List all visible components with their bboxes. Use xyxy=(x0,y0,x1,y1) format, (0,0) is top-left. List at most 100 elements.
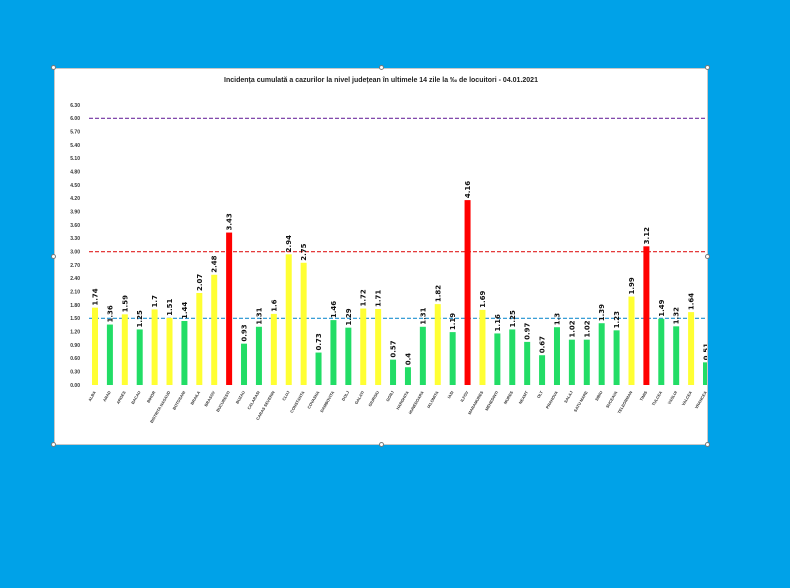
category-label-13: CLUJ xyxy=(281,390,291,402)
y-tick-label-0: 0.00 xyxy=(70,383,80,389)
value-label-35: 1.23 xyxy=(613,311,621,328)
category-label-19: GIURGIU xyxy=(367,390,380,407)
category-label-40: VALCEA xyxy=(681,390,693,407)
category-label-17: DOLJ xyxy=(341,390,351,402)
resize-handle-middle-right[interactable] xyxy=(705,254,710,259)
bar-10 xyxy=(241,343,248,385)
category-label-0: ALBA xyxy=(87,390,97,402)
category-label-26: MARAMURES xyxy=(467,390,485,416)
bar-15 xyxy=(315,352,322,385)
value-label-39: 1.32 xyxy=(673,307,681,324)
category-label-1: ARAD xyxy=(102,390,112,403)
value-label-3: 1.25 xyxy=(136,310,144,327)
value-label-15: 0.73 xyxy=(315,333,323,350)
value-label-33: 1.02 xyxy=(583,320,591,337)
bar-20 xyxy=(390,359,397,385)
category-label-41: VRANCEA xyxy=(694,390,707,410)
value-label-9: 3.43 xyxy=(226,213,234,230)
resize-handle-middle-left[interactable] xyxy=(51,254,56,259)
category-label-3: BACAU xyxy=(130,390,142,405)
chart-frame[interactable]: Incidența cumulată a cazurilor la nivel … xyxy=(54,68,708,445)
value-label-16: 1.46 xyxy=(330,301,338,318)
bar-11 xyxy=(255,326,262,385)
bar-35 xyxy=(613,330,620,385)
bar-38 xyxy=(658,318,665,385)
value-label-24: 1.19 xyxy=(449,313,457,330)
resize-handle-bottom-left[interactable] xyxy=(51,442,56,447)
y-tick-label-13: 3.90 xyxy=(70,209,80,215)
bar-31 xyxy=(553,327,560,385)
value-label-38: 1.49 xyxy=(658,299,666,316)
value-label-26: 1.69 xyxy=(479,290,487,307)
category-label-9: BUCURESTI xyxy=(215,390,231,413)
category-label-27: MEHEDINTI xyxy=(484,390,499,412)
category-label-2: ARGES xyxy=(115,390,127,405)
category-label-21: HARGHITA xyxy=(395,390,410,411)
category-label-24: IASI xyxy=(446,390,454,399)
bar-chart: 0.00 0.30 0.60 0.90 1.20 1.50 1.80 2.10 2.40 2.70… xyxy=(70,103,708,424)
bar-36 xyxy=(628,296,635,385)
bar-39 xyxy=(673,326,680,385)
y-tick-label-16: 4.80 xyxy=(70,169,80,175)
bar-7 xyxy=(196,293,203,385)
category-label-15: COVASNA xyxy=(306,390,320,410)
resize-handle-top-left[interactable] xyxy=(51,65,56,70)
y-tick-label-17: 5.10 xyxy=(70,156,80,162)
category-label-20: GORJ xyxy=(385,390,395,402)
y-tick-label-3: 0.90 xyxy=(70,343,80,349)
y-tick-label-6: 1.80 xyxy=(70,303,80,309)
y-tick-label-21: 6.30 xyxy=(70,103,80,109)
bar-24 xyxy=(449,332,456,385)
category-label-6: BOTOSANI xyxy=(171,390,186,411)
value-label-1: 1.36 xyxy=(106,305,114,322)
category-label-36: TELEORMAN xyxy=(616,390,633,415)
bar-3 xyxy=(136,329,143,385)
value-labels: 1.74 1.36 1.59 1.25 1.7 1.51 1.44 2.07 2.48 3.43 0… xyxy=(92,181,708,366)
chart-title: Incidența cumulată a cazurilor la nivel … xyxy=(224,77,538,84)
y-tick-label-11: 3.30 xyxy=(70,236,80,242)
value-label-7: 2.07 xyxy=(196,274,204,291)
value-label-8: 2.48 xyxy=(211,255,219,272)
value-label-6: 1.44 xyxy=(181,302,189,319)
value-label-37: 3.12 xyxy=(643,227,651,244)
resize-handle-bottom-right[interactable] xyxy=(705,442,710,447)
value-label-29: 0.97 xyxy=(524,322,532,339)
y-tick-label-1: 0.30 xyxy=(70,369,80,375)
category-label-33: SATU MARE xyxy=(573,390,589,413)
category-label-4: BIHOR xyxy=(146,390,157,404)
bar-19 xyxy=(375,309,382,385)
resize-handle-top-right[interactable] xyxy=(705,65,710,70)
bar-30 xyxy=(539,355,546,385)
value-label-5: 1.51 xyxy=(166,298,174,315)
value-label-12: 1.6 xyxy=(270,299,278,312)
bar-21 xyxy=(404,367,411,385)
y-tick-label-10: 3.00 xyxy=(70,249,80,255)
bar-6 xyxy=(181,321,188,385)
category-label-7: BRAILA xyxy=(189,390,201,406)
category-label-14: CONSTANTA xyxy=(289,390,306,414)
value-label-23: 1.82 xyxy=(434,285,442,302)
category-label-22: HUNEDOARA xyxy=(407,390,424,415)
bar-4 xyxy=(151,309,158,385)
value-label-11: 1.31 xyxy=(255,307,263,324)
category-label-25: ILFOV xyxy=(459,390,469,403)
value-label-20: 0.57 xyxy=(390,340,398,357)
category-label-10: BUZAU xyxy=(235,390,246,405)
value-label-40: 1.64 xyxy=(688,293,696,310)
reference-lines xyxy=(89,117,707,319)
y-tick-label-19: 5.70 xyxy=(70,129,80,135)
bar-28 xyxy=(509,329,516,385)
y-tick-label-7: 2.10 xyxy=(70,289,80,295)
category-label-34: SIBIU xyxy=(594,390,604,402)
category-label-37: TIMIS xyxy=(639,390,649,402)
bar-0 xyxy=(92,307,98,385)
resize-handle-top-middle[interactable] xyxy=(379,65,384,70)
bar-25 xyxy=(464,200,471,385)
y-tick-label-14: 4.20 xyxy=(70,196,80,202)
value-label-13: 2.94 xyxy=(285,235,293,252)
value-label-21: 0.4 xyxy=(404,353,412,366)
resize-handle-bottom-middle[interactable] xyxy=(379,442,384,447)
category-label-18: GALATI xyxy=(353,390,365,405)
bar-18 xyxy=(360,308,367,385)
bar-34 xyxy=(598,323,605,385)
